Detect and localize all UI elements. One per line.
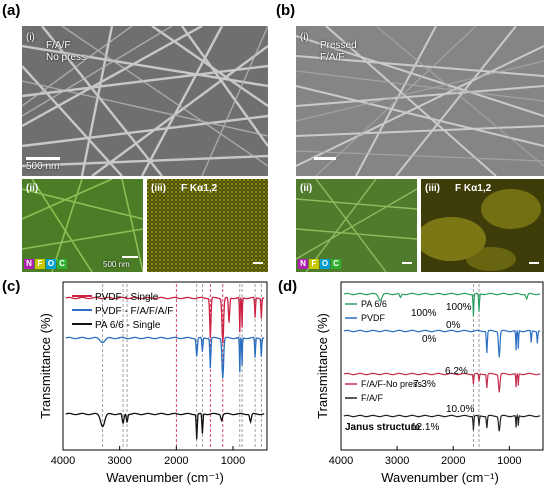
sem-a-roman-text: (i)	[26, 32, 35, 43]
sem-a-scalebar: 500 nm	[26, 161, 60, 172]
plot-frame-d	[340, 281, 544, 451]
sem-a-roman: (i)	[26, 32, 35, 44]
annotation-100a: 100%	[411, 308, 437, 319]
xlabel-c: Wavenumber (cm⁻¹)	[106, 470, 224, 485]
series-faf-nopress	[343, 372, 541, 393]
eds-iii-roman-a: (iii)	[151, 183, 166, 194]
eds-f-blobs-b	[421, 179, 544, 272]
badge-c: C	[57, 259, 67, 269]
eds-map-fluorine-a: (iii) F Kα1,2	[147, 179, 268, 272]
plot-frame-c	[62, 281, 268, 451]
eds-map-composite-a: (ii) N F O C 500 nm	[22, 179, 143, 272]
eds-map-fluorine-b: (iii) F Kα1,2	[421, 179, 544, 272]
sem-image-pressed: (i) Pressed F/A/F	[296, 26, 544, 176]
eds-ii-scalebar-a: 500 nm	[103, 260, 130, 269]
eds-iii-scalebar-b	[529, 262, 539, 264]
eds-ii-roman-a: (ii)	[26, 183, 39, 194]
eds-scalebar-line-b	[402, 262, 412, 264]
legend-label-pa66-d: PA 6/6	[361, 299, 387, 309]
xtick-label: 2000	[164, 455, 188, 467]
annotations-d: 100% 100% 0% 0% 6.2% 7.3% 10.0% 12.1% Ja…	[345, 302, 474, 433]
series-pvdf-faf	[65, 336, 265, 379]
sem-a-caption: F/A/F No press	[46, 40, 87, 63]
xtick-label: 1000	[221, 455, 245, 467]
series-pa66-d	[343, 292, 541, 317]
badge-n-b: N	[298, 259, 308, 269]
annotation-6-2: 6.2%	[445, 366, 468, 377]
eds-fibers-b	[296, 179, 417, 272]
panel-d-label: (d)	[278, 278, 298, 295]
eds-iii-caption-a: F Kα1,2	[181, 183, 218, 194]
sem-fibers-a	[22, 26, 268, 176]
annotation-7-3: 7.3%	[413, 379, 436, 390]
eds-iii-roman-b: (iii)	[425, 183, 440, 194]
xlabel-d: Wavenumber (cm⁻¹)	[381, 470, 499, 485]
legend-c: PVDF - Single PVDF - F/A/F/A/F PA 6/6 - …	[72, 292, 173, 331]
sem-image-no-press: (i) F/A/F No press 500 nm	[22, 26, 268, 176]
sem-b-roman: (i)	[300, 32, 309, 43]
legend-label-pvdf-single: PVDF - Single	[95, 292, 159, 303]
annotation-12-1: 12.1%	[411, 422, 439, 433]
xticks-c: 4000 3000 2000 1000	[51, 446, 245, 467]
series-pvdf-d	[343, 329, 541, 358]
annotation-100b: 100%	[446, 302, 472, 313]
xtick-label: 3000	[107, 455, 131, 467]
legend-label-nopress: F/A/F-No press	[361, 379, 423, 389]
scalebar-line	[26, 157, 60, 160]
ylabel-c: Transmittance (%)	[38, 313, 53, 419]
legend-d: PA 6/6 PVDF F/A/F-No press F/A/F	[345, 299, 423, 403]
series-pa66-single	[65, 412, 265, 440]
series-faf	[343, 413, 541, 432]
sem-fibers-b	[296, 26, 544, 176]
eds-iii-caption-b: F Kα1,2	[455, 183, 492, 194]
xtick-label: 4000	[51, 455, 75, 467]
legend-label-pa66: PA 6/6 - Single	[95, 320, 161, 331]
scalebar-line-b	[314, 157, 336, 160]
eds-scalebar-line-a	[122, 256, 138, 258]
xtick-label: 4000	[329, 455, 353, 467]
legend-label-pvdf-d: PVDF	[361, 313, 386, 323]
eds-ii-roman-b: (ii)	[300, 183, 313, 194]
xtick-label: 3000	[385, 455, 409, 467]
annotation-0b: 0%	[446, 320, 461, 331]
annotation-0a: 0%	[422, 334, 437, 345]
xtick-label: 1000	[497, 455, 521, 467]
badge-f-b: F	[309, 259, 319, 269]
badge-o: O	[46, 259, 56, 269]
xtick-label: 2000	[441, 455, 465, 467]
eds-iii-scalebar-a	[253, 262, 263, 264]
inner-title-janus: Janus structure	[345, 422, 420, 433]
annotation-10-0: 10.0%	[446, 404, 474, 415]
panel-a-label: (a)	[2, 2, 21, 19]
legend-label-faf: F/A/F	[361, 393, 384, 403]
ylabel-d: Transmittance (%)	[315, 313, 330, 419]
badge-o-b: O	[320, 259, 330, 269]
sem-b-caption: Pressed F/A/F	[320, 40, 357, 63]
ftir-chart-c: 4000 3000 2000 1000 PVDF - Single PVDF - F/…	[38, 281, 268, 485]
eds-map-composite-b: (ii) N F O C	[296, 179, 417, 272]
panel-b-label: (b)	[276, 2, 296, 19]
badge-f: F	[35, 259, 45, 269]
eds-f-noise-a	[147, 179, 268, 272]
xticks-d: 4000 3000 2000 1000	[329, 446, 522, 467]
ftir-chart-d: 4000 3000 2000 1000 PA 6/6 PVDF F/A/F-No pr…	[315, 281, 544, 485]
series-pvdf-single	[65, 296, 265, 344]
legend-label-pvdf-faf: PVDF - F/A/F/A/F	[95, 306, 173, 317]
badge-n: N	[24, 259, 34, 269]
badge-c-b: C	[331, 259, 341, 269]
panel-c-label: (c)	[2, 278, 21, 295]
